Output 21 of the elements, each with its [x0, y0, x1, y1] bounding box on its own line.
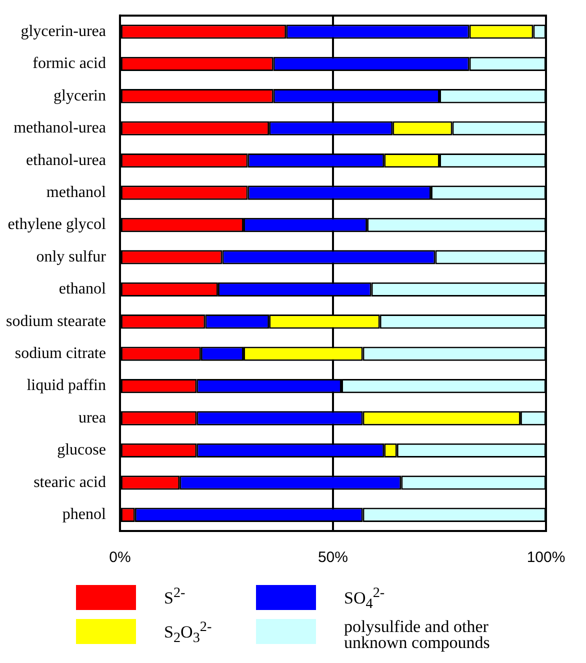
y-tick-label: glycerin-urea	[20, 22, 106, 40]
y-tick-label: phenol	[62, 506, 107, 524]
legend-label: S$^{2-}$	[164, 585, 186, 608]
y-tick-label: methanol	[46, 184, 107, 201]
x-tick-label: 50%	[318, 549, 348, 566]
y-tick-label: sodium citrate	[14, 345, 106, 362]
y-tick-label: methanol-urea	[14, 120, 106, 137]
legend-label: polysulfide and other unknown compounds	[344, 617, 491, 652]
y-tick-label: ethylene glycol	[8, 216, 107, 234]
x-tick-label: 0%	[109, 549, 131, 566]
y-tick-label: only sulfur	[36, 248, 107, 266]
y-tick-label: ethanol	[58, 280, 107, 298]
y-tick-label: urea	[78, 409, 106, 426]
y-tick-label: ethanol-urea	[26, 152, 106, 169]
y-tick-label: formic acid	[32, 55, 106, 72]
y-tick-label: liquid paffin	[26, 377, 106, 394]
y-tick-label: glycerin	[54, 87, 106, 104]
y-tick-label: glucose	[57, 442, 106, 459]
y-tick-label: stearic acid	[34, 474, 106, 491]
x-tick-label: 100%	[526, 549, 566, 566]
y-tick-label: sodium stearate	[6, 312, 106, 330]
